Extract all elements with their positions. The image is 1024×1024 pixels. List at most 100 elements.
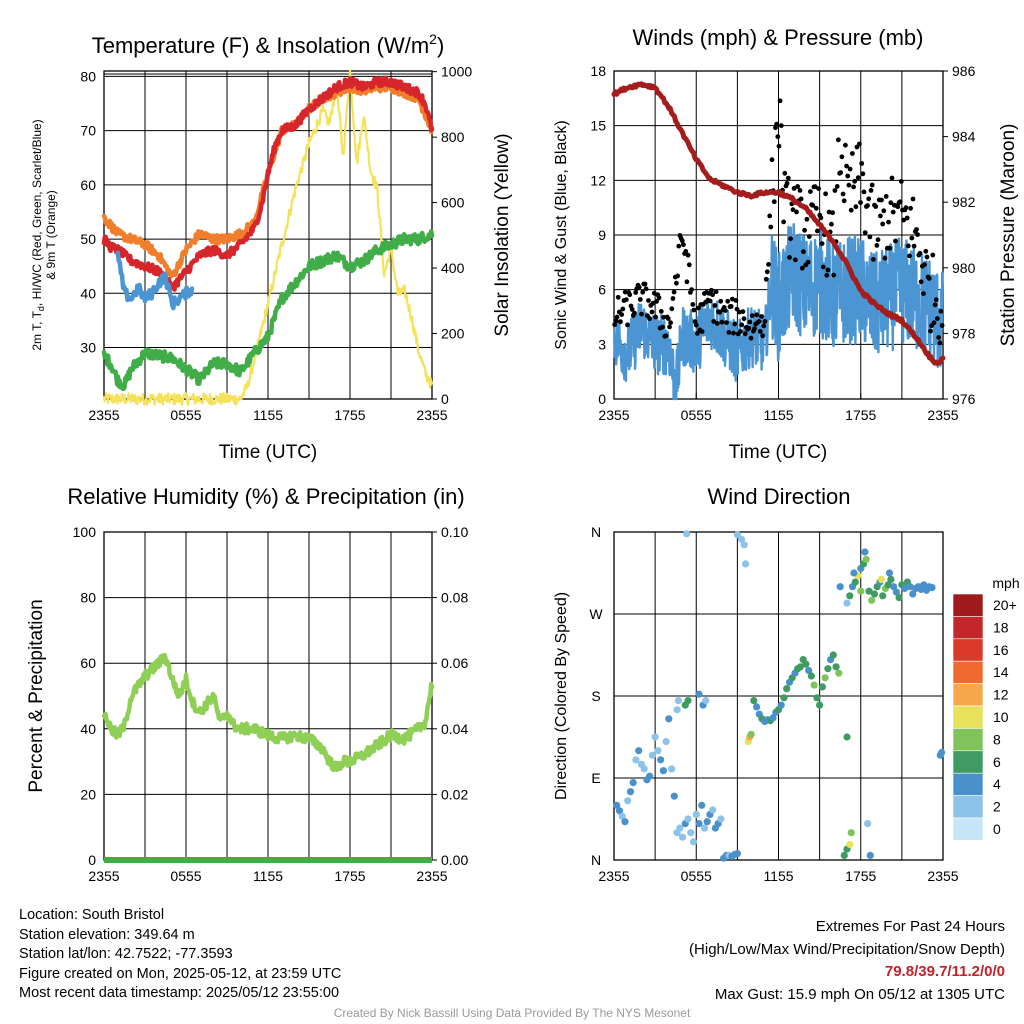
gust-point [935,316,940,321]
direction-point [769,714,777,722]
gust-point [874,243,880,248]
gust-point [890,209,896,215]
temperature-y2-tick-label: 200 [441,326,465,342]
direction-point [938,748,946,757]
legend-label: 8 [993,731,1001,747]
gust-point [904,215,910,221]
direction-point [676,824,684,832]
direction-point [901,584,909,593]
gust-point [820,264,826,270]
direction-point [810,681,818,689]
direction-point [668,765,676,773]
gust-point [843,142,848,148]
gust-point [668,320,673,326]
gust-point [740,309,746,314]
direction-point [635,747,643,755]
gust-point [614,314,620,320]
gust-point [633,290,639,295]
direction-x-tick-label: 1155 [763,868,793,884]
gust-point [926,276,932,281]
direction-point [843,733,851,741]
direction-point [780,694,788,702]
gust-point [776,143,782,149]
winds-x-tick-label: 2355 [598,407,629,423]
extremes-subtitle: (High/Low/Max Wind/Precipitation/Snow De… [689,940,1005,958]
gust-point [799,265,805,271]
direction-point [846,840,854,849]
gust-point [790,207,796,213]
humidity-y-tick-label: 0 [88,852,96,868]
temperature-y2-tick-label: 600 [441,195,465,211]
gust-point [830,210,835,216]
gust-point [908,205,913,211]
temperature-y2-tick-label: 800 [441,129,465,145]
direction-point [807,672,816,680]
temperature-x-tick-label: 0555 [170,407,201,423]
gust-point [907,253,912,259]
winds-y-tick-label: 6 [598,282,606,298]
gust-point [918,279,924,285]
humidity-y2-tick-label: 0.00 [441,852,468,868]
direction-point [695,820,703,828]
direction-point [832,663,840,671]
humidity-y2-tick-label: 0.08 [441,590,468,606]
gust-point [845,173,851,179]
direction-point [805,666,813,675]
direction-point [836,583,844,591]
gust-point [639,311,644,317]
winds-y-tick-label: 15 [590,118,606,134]
gust-point [615,294,621,300]
direction-point [862,555,870,563]
gust-point [819,241,825,247]
gust-point [665,316,671,321]
gust-point [785,175,791,181]
direction-y-tick-label: W [589,606,603,622]
gust-point [791,186,797,191]
winds-y2-tick-label: 976 [952,391,976,407]
gust-point [747,319,753,325]
gust-point [839,154,845,160]
gust-point [778,123,784,128]
gust-point [930,252,936,258]
direction-point [657,756,665,764]
gust-point [806,234,812,239]
gust-point [910,196,916,202]
temperature-y-tick-label: 50 [80,231,96,247]
station-elevation: Station elevation: 349.64 m [19,926,195,943]
gust-point [808,189,813,195]
gust-point [709,287,714,293]
legend-swatch [952,660,984,684]
legend-swatch [952,795,984,819]
gust-point [613,318,619,324]
gust-point [692,319,698,324]
gust-point [848,207,854,213]
gust-point [761,323,767,329]
gust-point [850,151,855,156]
temperature-y2-tick-label: 400 [441,260,465,276]
gust-point [887,245,893,251]
gust-point [838,170,844,176]
gust-point [619,312,625,317]
direction-point [648,751,657,759]
gust-point [895,204,901,210]
gust-point [629,307,635,312]
series-2m-temperature [101,75,435,292]
humidity-y-tick-label: 40 [80,721,96,737]
direction-point [626,788,635,796]
direction-y-axis-label: Direction (Colored By Speed) [553,592,570,800]
gust-point [893,238,898,244]
direction-point [700,824,709,832]
temperature-chart: Temperature (F) & Insolation (W/m2) Time… [30,31,513,463]
humidity-y2-tick-label: 0.04 [441,721,468,737]
direction-point [624,797,632,805]
direction-point [835,669,843,677]
direction-point [920,581,928,589]
gust-point [618,319,623,325]
winds-y2-tick-label: 978 [952,325,976,341]
gust-point [767,213,773,219]
direction-point [895,594,903,602]
direction-y-tick-label: N [591,524,601,540]
credit-line: Created By Nick Bassill Using Data Provi… [333,1006,691,1020]
gust-point [868,188,874,193]
gust-point [921,291,926,296]
